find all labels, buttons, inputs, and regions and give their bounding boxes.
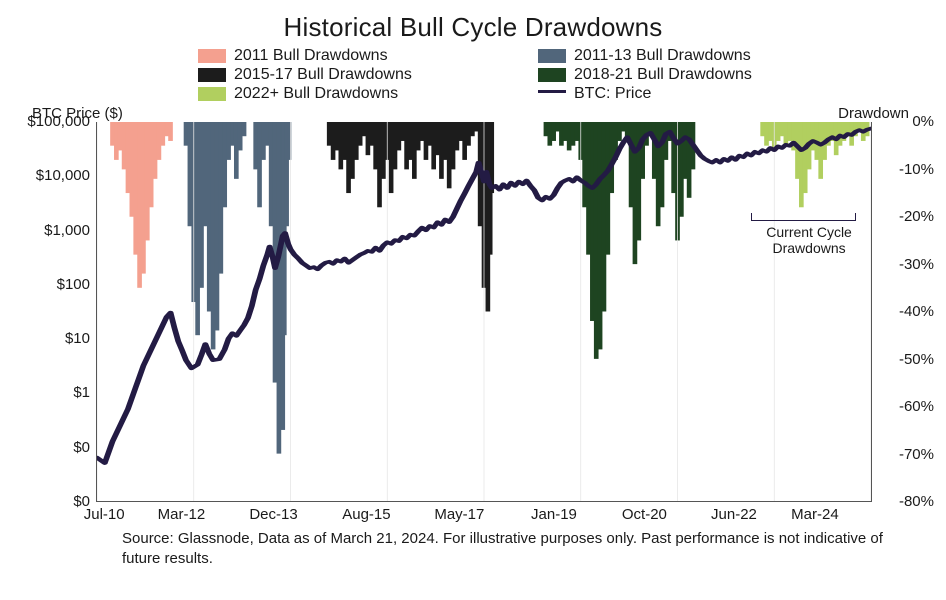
legend-label: 2018-21 Bull Drawdowns [574,66,752,84]
x-label: Oct-20 [622,506,667,523]
chart-title: Historical Bull Cycle Drawdowns [12,12,934,43]
x-label: Jan-19 [531,506,577,523]
axis-title-right: Drawdown [838,105,909,122]
x-label: Mar-24 [791,506,839,523]
axis-titles: BTC Price ($) Drawdown [12,105,934,122]
plot-svg [97,122,871,501]
legend-swatch [198,87,226,101]
legend-label: BTC: Price [574,85,651,103]
legend: 2011 Bull Drawdowns 2011-13 Bull Drawdow… [102,47,934,103]
legend-item: BTC: Price [538,85,838,103]
x-label: Aug-15 [342,506,390,523]
legend-item: 2022+ Bull Drawdowns [198,85,498,103]
x-label: May-17 [434,506,484,523]
legend-label: 2011-13 Bull Drawdowns [574,47,751,65]
x-label: Dec-13 [249,506,297,523]
legend-swatch [198,49,226,63]
legend-label: 2022+ Bull Drawdowns [234,85,398,103]
legend-swatch [198,68,226,82]
x-label: Jun-22 [711,506,757,523]
x-label: Jul-10 [84,506,125,523]
annotation-bracket [751,213,855,221]
plot-area: Current Cycle Drawdowns [96,122,872,502]
legend-line-swatch [538,90,566,93]
y-left-labels: $100,000 $10,000 $1,000 $100 $10 $1 $0 $… [12,122,96,502]
legend-label: 2015-17 Bull Drawdowns [234,66,412,84]
legend-item: 2015-17 Bull Drawdowns [198,66,498,84]
plot-row: $100,000 $10,000 $1,000 $100 $10 $1 $0 $… [12,122,934,502]
x-labels: Jul-10 Mar-12 Dec-13 Aug-15 May-17 Jan-1… [96,502,872,523]
chart-container: Historical Bull Cycle Drawdowns 2011 Bul… [0,0,946,600]
x-label: Mar-12 [158,506,206,523]
y-right-labels: 0% -10% -20% -30% -40% -50% -60% -70% -8… [872,122,934,502]
legend-item: 2018-21 Bull Drawdowns [538,66,838,84]
legend-item: 2011-13 Bull Drawdowns [538,47,838,65]
legend-item: 2011 Bull Drawdowns [198,47,498,65]
chart-footnote: Source: Glassnode, Data as of March 21, … [122,529,894,568]
legend-swatch [538,49,566,63]
legend-label: 2011 Bull Drawdowns [234,47,388,65]
legend-swatch [538,68,566,82]
